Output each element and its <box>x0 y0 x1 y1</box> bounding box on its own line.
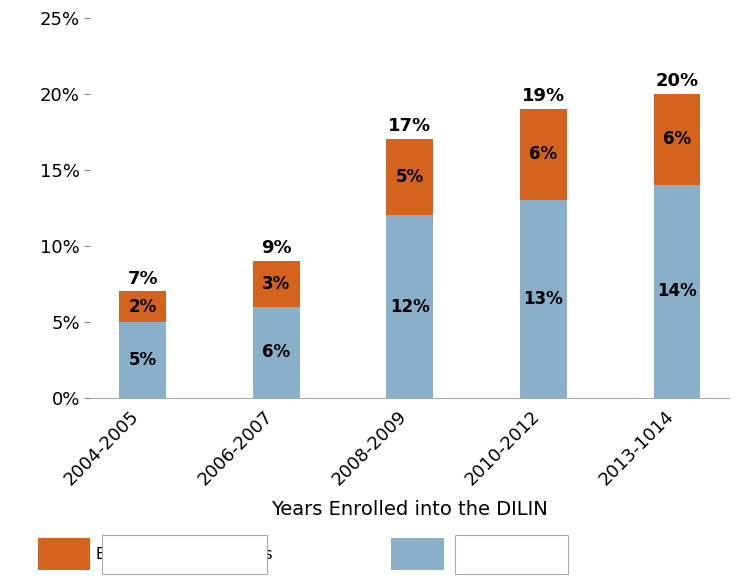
Text: Body Building Products: Body Building Products <box>96 547 272 562</box>
Text: 17%: 17% <box>388 118 432 136</box>
Text: 6%: 6% <box>529 146 557 163</box>
Text: 12%: 12% <box>390 298 429 315</box>
Bar <box>653 94 700 185</box>
Text: 9%: 9% <box>261 239 292 257</box>
Text: 13%: 13% <box>523 290 563 308</box>
Text: Other HDS: Other HDS <box>471 547 552 562</box>
Text: 14%: 14% <box>657 283 697 300</box>
Bar <box>520 109 567 200</box>
Bar <box>387 215 433 398</box>
Bar <box>253 307 299 398</box>
Bar <box>520 200 567 398</box>
Bar <box>120 291 166 322</box>
Text: 19%: 19% <box>522 87 565 105</box>
Text: 5%: 5% <box>129 351 156 369</box>
Bar <box>120 322 166 398</box>
Text: 6%: 6% <box>262 343 290 361</box>
Bar <box>253 261 299 307</box>
Text: 3%: 3% <box>262 275 290 292</box>
Text: 7%: 7% <box>127 270 158 287</box>
Text: 6%: 6% <box>663 130 691 148</box>
X-axis label: Years Enrolled into the DILIN: Years Enrolled into the DILIN <box>271 500 548 519</box>
Text: 2%: 2% <box>129 298 157 315</box>
Bar <box>387 139 433 215</box>
Text: 5%: 5% <box>396 168 424 186</box>
Text: 20%: 20% <box>656 72 699 90</box>
Bar <box>653 185 700 398</box>
